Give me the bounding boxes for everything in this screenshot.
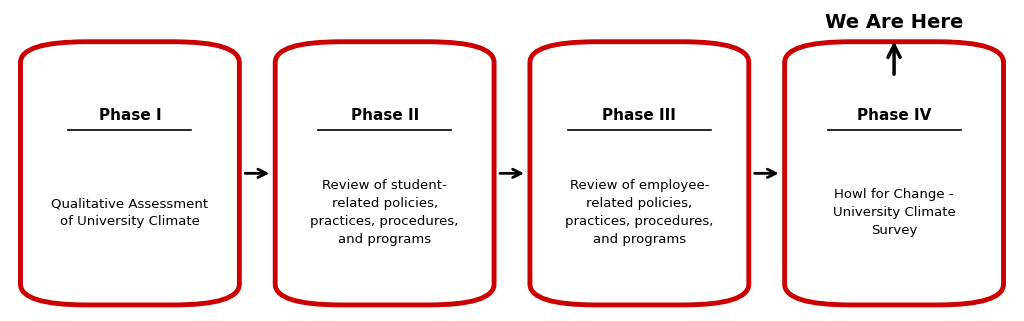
Text: We Are Here: We Are Here [825,13,964,32]
Text: Phase IV: Phase IV [857,108,931,123]
FancyBboxPatch shape [20,42,240,305]
Text: Review of student-
related policies,
practices, procedures,
and programs: Review of student- related policies, pra… [310,179,459,246]
FancyBboxPatch shape [275,42,494,305]
Text: Qualitative Assessment
of University Climate: Qualitative Assessment of University Cli… [51,197,209,228]
Text: Phase II: Phase II [350,108,419,123]
Text: Phase I: Phase I [98,108,161,123]
Text: Phase III: Phase III [602,108,676,123]
Text: Review of employee-
related policies,
practices, procedures,
and programs: Review of employee- related policies, pr… [565,179,714,246]
Text: Howl for Change -
University Climate
Survey: Howl for Change - University Climate Sur… [833,188,955,237]
FancyBboxPatch shape [530,42,749,305]
FancyBboxPatch shape [784,42,1004,305]
